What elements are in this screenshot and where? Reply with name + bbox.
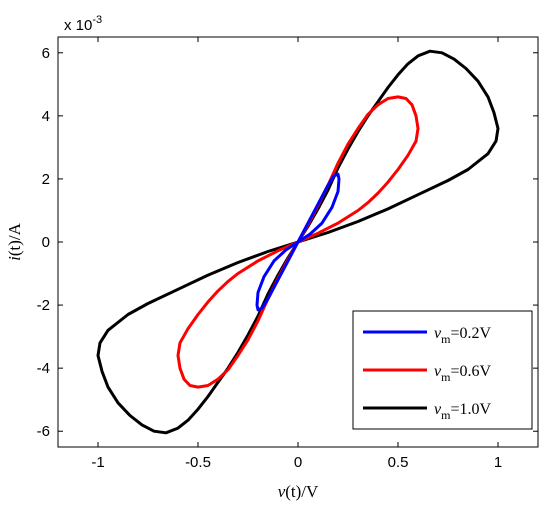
x-axis-label: v(t)/V [278,482,319,501]
legend-entry-1.0v: vm=1.0V [434,401,491,422]
x-tick-label: 0.5 [388,454,409,471]
ticks-layer: -1 -0.5 0 0.5 1 -6 -4 -2 0 2 4 6 [37,37,538,471]
y-tick-label: 2 [42,171,50,188]
legend-entry-0.6v: vm=0.6V [434,363,491,384]
series-line-vm0.2v [255,172,341,312]
series-layer [96,49,500,435]
legend-entry-0.2v: vm=0.2V [434,325,491,346]
y-tick-label: -4 [37,360,50,377]
y-exponent-label: x 10-3 [64,14,102,34]
y-tick-label: -6 [37,423,50,440]
x-tick-label: 0 [294,454,302,471]
y-tick-label: 6 [42,45,50,62]
legend: vm=0.2V vm=0.6V vm=1.0V [352,310,533,430]
y-axis-label: i(t)/A [5,222,24,261]
y-tick-label: 0 [42,234,50,251]
x-tick-label: -0.5 [185,454,211,471]
y-tick-label: 4 [42,108,50,125]
y-tick-label: -2 [37,297,50,314]
x-tick-label: 1 [494,454,502,471]
x-tick-label: -1 [91,454,104,471]
